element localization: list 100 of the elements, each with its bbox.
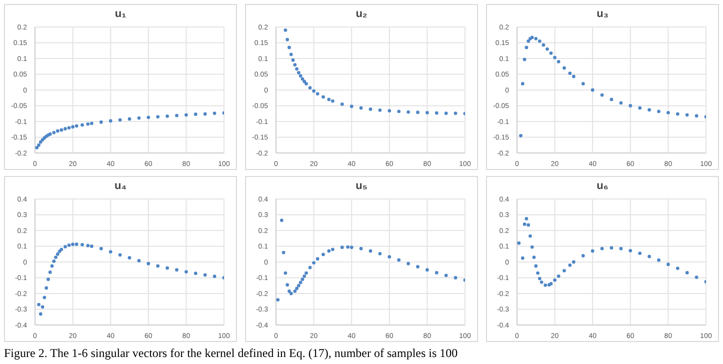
point bbox=[556, 60, 560, 64]
point bbox=[444, 112, 448, 115]
point bbox=[71, 242, 74, 246]
chart-title: u₂ bbox=[354, 7, 368, 22]
point bbox=[166, 266, 169, 270]
point bbox=[282, 250, 286, 254]
point bbox=[156, 264, 160, 268]
point bbox=[553, 278, 556, 282]
point bbox=[194, 272, 198, 276]
point bbox=[568, 263, 572, 267]
point bbox=[40, 305, 44, 309]
point bbox=[517, 241, 521, 245]
point bbox=[350, 246, 354, 250]
point bbox=[676, 112, 680, 116]
point bbox=[80, 123, 84, 127]
point bbox=[90, 122, 94, 126]
point bbox=[128, 256, 132, 260]
point bbox=[284, 271, 288, 275]
point bbox=[546, 47, 549, 51]
chart-title: u₁ bbox=[114, 7, 128, 22]
point bbox=[99, 246, 103, 250]
point bbox=[416, 265, 420, 268]
point bbox=[444, 274, 448, 278]
point bbox=[406, 262, 410, 266]
point bbox=[359, 106, 363, 110]
point bbox=[293, 63, 297, 66]
point bbox=[628, 248, 632, 252]
point bbox=[368, 249, 372, 253]
point bbox=[302, 274, 306, 278]
point bbox=[194, 112, 198, 116]
point bbox=[534, 264, 538, 268]
point bbox=[528, 234, 532, 238]
point bbox=[86, 244, 90, 248]
point bbox=[388, 255, 392, 258]
point bbox=[289, 52, 293, 56]
point bbox=[426, 110, 429, 114]
point bbox=[50, 264, 54, 268]
point bbox=[64, 245, 67, 248]
point bbox=[542, 43, 546, 47]
point bbox=[388, 109, 392, 112]
point bbox=[331, 248, 334, 252]
caption: Figure 2. The 1-6 singular vectors for the kernel defined in Eq. (17), number of samples is 100 bbox=[4, 346, 459, 361]
point bbox=[56, 129, 60, 133]
point bbox=[46, 278, 50, 282]
point bbox=[184, 113, 188, 117]
point bbox=[532, 256, 536, 259]
chart-title: u₅ bbox=[354, 179, 368, 194]
point bbox=[406, 110, 410, 114]
point bbox=[454, 276, 458, 280]
point bbox=[175, 114, 178, 118]
point bbox=[454, 112, 458, 115]
point bbox=[289, 292, 293, 296]
point bbox=[118, 253, 122, 257]
point bbox=[600, 93, 604, 97]
point bbox=[416, 110, 420, 114]
point bbox=[676, 266, 680, 270]
point bbox=[298, 74, 302, 78]
point bbox=[156, 115, 160, 118]
point bbox=[530, 245, 534, 249]
point bbox=[581, 254, 585, 258]
point bbox=[74, 124, 78, 128]
point bbox=[657, 258, 660, 262]
point bbox=[166, 114, 169, 118]
point bbox=[568, 72, 572, 75]
point bbox=[538, 276, 542, 280]
point bbox=[108, 119, 112, 123]
point bbox=[86, 122, 90, 126]
point bbox=[38, 312, 42, 316]
point bbox=[146, 116, 150, 120]
point bbox=[534, 36, 538, 40]
point bbox=[526, 223, 530, 227]
point bbox=[638, 106, 642, 110]
point bbox=[562, 66, 566, 70]
point bbox=[397, 258, 401, 262]
point bbox=[286, 283, 290, 287]
point bbox=[300, 77, 304, 81]
point bbox=[657, 110, 660, 114]
point bbox=[638, 252, 642, 256]
point bbox=[302, 80, 306, 84]
point bbox=[540, 280, 544, 284]
point bbox=[322, 252, 325, 256]
point bbox=[520, 256, 524, 260]
point bbox=[298, 280, 302, 284]
point bbox=[175, 268, 178, 272]
point bbox=[685, 271, 689, 274]
point bbox=[212, 112, 216, 115]
point bbox=[619, 101, 623, 105]
point bbox=[128, 117, 132, 121]
point bbox=[556, 274, 560, 278]
point bbox=[108, 250, 112, 254]
point bbox=[308, 266, 312, 270]
point bbox=[359, 246, 363, 250]
point bbox=[340, 102, 344, 106]
point bbox=[524, 46, 528, 50]
point bbox=[137, 116, 141, 120]
point bbox=[316, 92, 320, 96]
point bbox=[600, 246, 604, 250]
point bbox=[520, 82, 524, 86]
point bbox=[426, 268, 429, 272]
point bbox=[648, 254, 651, 258]
